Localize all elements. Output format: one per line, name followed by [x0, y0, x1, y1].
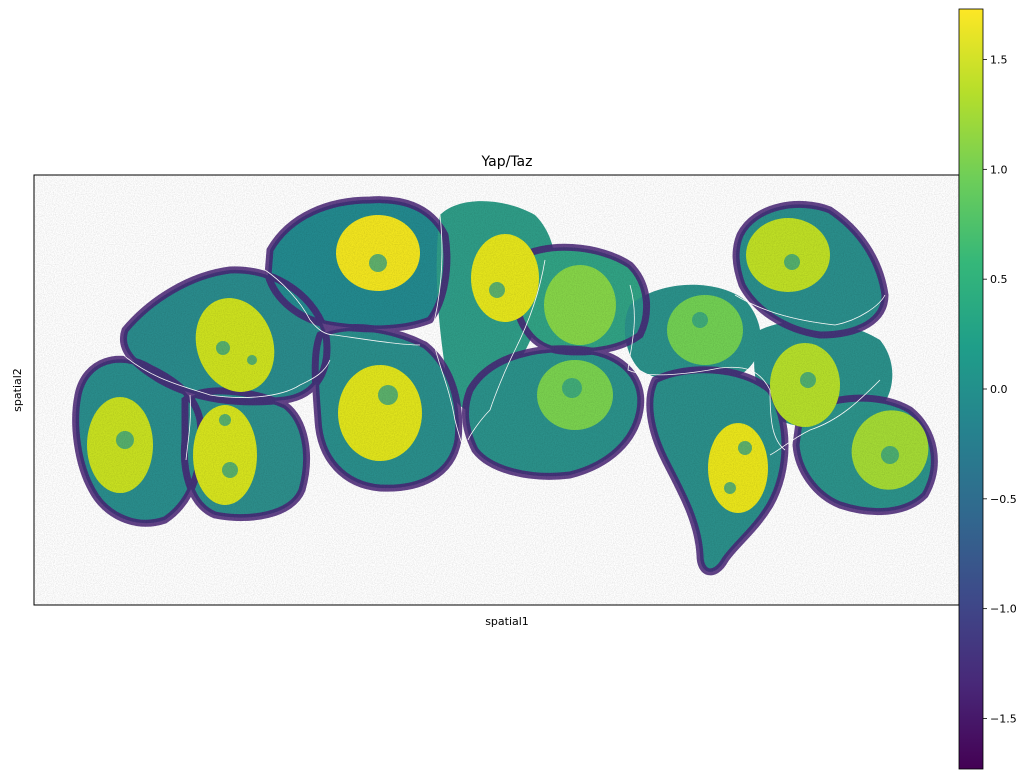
- colorbar-tick-label: 0.5: [990, 273, 1008, 286]
- colorbar-tick-label: 1.5: [990, 54, 1008, 67]
- colorbar-bar: [958, 8, 984, 770]
- y-axis-label: spatial2: [11, 368, 24, 412]
- colorbar-tick-label: −0.5: [990, 493, 1017, 506]
- image-noise-texture: [34, 175, 959, 605]
- colorbar-tick-label: −1.5: [990, 712, 1017, 725]
- cell-expression-image: [34, 175, 959, 605]
- x-axis-label: spatial1: [485, 615, 529, 628]
- colorbar-tick-label: 1.0: [990, 163, 1008, 176]
- colorbar-tick-label: 0.0: [990, 383, 1008, 396]
- colorbar-tick-label: −1.0: [990, 603, 1017, 616]
- colorbar-ticks: 1.5 1.0 0.5 0.0 −0.5 −1.0 −1.5: [983, 54, 1017, 725]
- colorbar: 1.5 1.0 0.5 0.0 −0.5 −1.0 −1.5: [958, 8, 1017, 770]
- plot-title: Yap/Taz: [481, 154, 533, 170]
